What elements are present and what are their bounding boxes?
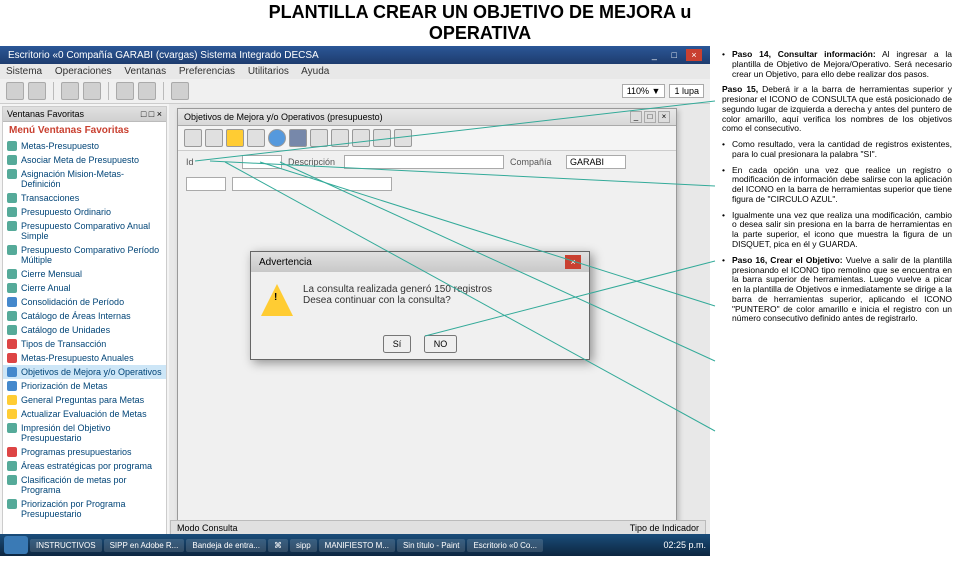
main-toolbar: 110% ▼ 1 lupa [0,79,710,104]
tb-icon-3[interactable] [61,82,79,100]
diskette-icon[interactable] [289,129,307,147]
sidebar-item[interactable]: Presupuesto Comparativo Anual Simple [3,219,166,243]
tool-icon-10[interactable] [373,129,391,147]
page-title: PLANTILLA CREAR UN OBJETIVO DE MEJORA uO… [0,0,960,46]
sidebar-item[interactable]: Tipos de Transacción [3,337,166,351]
label-desc: Descripción [288,157,338,167]
panel-header[interactable]: Objetivos de Mejora y/o Operativos (pres… [178,109,676,126]
sidebar-item[interactable]: Asociar Meta de Presupuesto [3,153,166,167]
start-button[interactable] [4,536,28,554]
panel-max-icon[interactable]: □ [644,111,656,123]
taskbar-item[interactable]: INSTRUCTIVOS [30,539,102,552]
window-controls[interactable]: _ □ × [645,49,702,61]
menu-ventanas[interactable]: Ventanas [124,66,166,77]
tool-icon-7[interactable] [310,129,328,147]
instructions: Paso 14, Consultar información: Al ingre… [710,46,960,556]
sidebar-item[interactable]: Cierre Mensual [3,267,166,281]
status-left: Modo Consulta [177,523,238,533]
sidebar-item[interactable]: Priorización de Metas [3,379,166,393]
taskbar: INSTRUCTIVOSSIPP en Adobe R...Bandeja de… [0,534,710,556]
taskbar-item[interactable]: sipp [290,539,317,552]
sidebar-controls[interactable]: □ □ × [141,109,162,119]
query-icon[interactable] [205,129,223,147]
sidebar-item[interactable]: Áreas estratégicas por programa [3,459,166,473]
sidebar-item[interactable]: Programas presupuestarios [3,445,166,459]
tb-icon-7[interactable] [171,82,189,100]
dialog-msg1: La consulta realizada generó 150 registr… [303,284,492,295]
menu-sistema[interactable]: Sistema [6,66,42,77]
taskbar-item[interactable]: ⌘ [268,539,288,552]
sidebar-item[interactable]: Catálogo de Áreas Internas [3,309,166,323]
status-right: Tipo de Indicador [630,523,699,533]
sidebar-title: Menú Ventanas Favoritas [3,122,166,139]
sidebar-item[interactable]: Actualizar Evaluación de Metas [3,407,166,421]
zoom-combo[interactable]: 110% ▼ [622,84,666,98]
menubar[interactable]: Sistema Operaciones Ventanas Preferencia… [0,64,710,79]
dialog-header[interactable]: Advertencia × [251,252,589,272]
close-icon[interactable]: × [686,49,702,61]
menu-ayuda[interactable]: Ayuda [301,66,329,77]
mode-combo[interactable]: 1 lupa [669,84,704,98]
warning-dialog: Advertencia × La consulta realizada gene… [250,251,590,360]
tb-icon-4[interactable] [83,82,101,100]
pointer-icon[interactable] [226,129,244,147]
taskbar-item[interactable]: Sin título - Paint [397,539,465,552]
sidebar: Ventanas Favoritas □ □ × Menú Ventanas F… [2,106,167,542]
refresh-icon[interactable] [184,129,202,147]
yes-button[interactable]: Sí [383,335,412,353]
sidebar-item[interactable]: General Preguntas para Metas [3,393,166,407]
sidebar-item[interactable]: Asignación Mision-Metas-Definición [3,167,166,191]
menu-utilitarios[interactable]: Utilitarios [248,66,289,77]
taskbar-item[interactable]: MANIFIESTO M... [319,539,395,552]
sidebar-item[interactable]: Presupuesto Comparativo Período Múltiple [3,243,166,267]
sidebar-item[interactable]: Metas-Presupuesto [3,139,166,153]
sidebar-item[interactable]: Impresión del Objetivo Presupuestario [3,421,166,445]
sidebar-item[interactable]: Catálogo de Unidades [3,323,166,337]
label-id: Id [186,157,236,167]
dialog-close-icon[interactable]: × [565,255,581,269]
tool-icon-11[interactable] [394,129,412,147]
menu-preferencias[interactable]: Preferencias [179,66,235,77]
window-title: Escritorio «0 Compañía GARABI (cvargas) … [8,50,319,61]
input-id[interactable] [242,155,282,169]
sidebar-item[interactable]: Consolidación de Período [3,295,166,309]
sidebar-item[interactable]: Objetivos de Mejora y/o Operativos [3,365,166,379]
label-resp: Compañía [510,157,560,167]
clock: 02:25 p.m. [663,540,706,550]
sidebar-item[interactable]: Transacciones [3,191,166,205]
tb-icon-1[interactable] [6,82,24,100]
panel-min-icon[interactable]: _ [630,111,642,123]
minimize-icon[interactable]: _ [646,49,662,61]
panel-toolbar [178,126,676,151]
sidebar-item[interactable]: Clasificación de metas por Programa [3,473,166,497]
taskbar-item[interactable]: SIPP en Adobe R... [104,539,185,552]
no-button[interactable]: NO [424,335,458,353]
app-screenshot: Escritorio «0 Compañía GARABI (cvargas) … [0,46,710,556]
sidebar-item[interactable]: Cierre Anual [3,281,166,295]
sidebar-item[interactable]: Metas-Presupuesto Anuales [3,351,166,365]
panel-close-icon[interactable]: × [658,111,670,123]
taskbar-item[interactable]: Bandeja de entra... [186,539,266,552]
warning-icon [261,284,293,316]
window-titlebar: Escritorio «0 Compañía GARABI (cvargas) … [0,46,710,64]
input-row2-1[interactable] [186,177,226,191]
menu-operaciones[interactable]: Operaciones [55,66,112,77]
tb-icon-2[interactable] [28,82,46,100]
tool-icon-9[interactable] [352,129,370,147]
input-row2-2[interactable] [232,177,392,191]
tool-icon-8[interactable] [331,129,349,147]
input-desc[interactable] [344,155,504,169]
sidebar-header: Ventanas Favoritas □ □ × [3,107,166,122]
sidebar-item[interactable]: Presupuesto Ordinario [3,205,166,219]
edit-icon[interactable] [247,129,265,147]
sidebar-item[interactable]: Priorización por Programa Presupuestario [3,497,166,521]
input-resp[interactable] [566,155,626,169]
tb-icon-6[interactable] [138,82,156,100]
tb-icon-5[interactable] [116,82,134,100]
blue-circle-icon[interactable] [268,129,286,147]
taskbar-item[interactable]: Escritorio «0 Co... [467,539,543,552]
dialog-msg2: Desea continuar con la consulta? [303,295,492,306]
maximize-icon[interactable]: □ [666,49,682,61]
